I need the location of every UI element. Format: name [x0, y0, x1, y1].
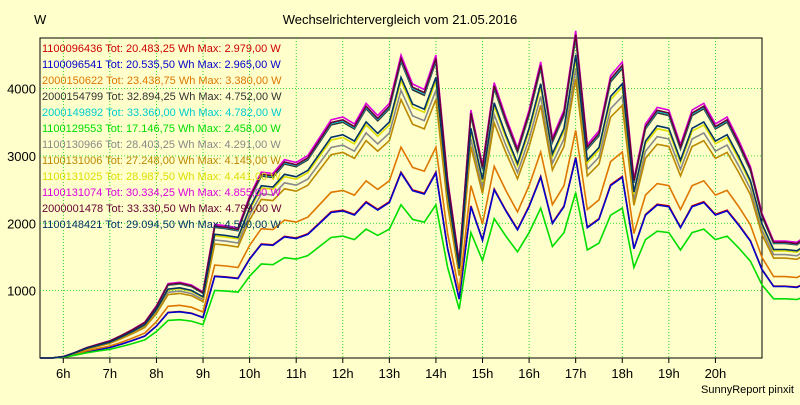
x-tick-label: 20h — [705, 366, 727, 381]
legend: 1100096436 Tot: 20.483,25 Wh Max: 2.979,… — [42, 43, 282, 231]
series-line-11 — [40, 34, 800, 359]
legend-entry: 1100148421 Tot: 29.094,50 Wh Max: 4.500,… — [42, 219, 281, 231]
legend-entry: 1100096436 Tot: 20.483,25 Wh Max: 2.979,… — [42, 43, 281, 55]
legend-entry: 1100131025 Tot: 28.987,50 Wh Max: 4.441,… — [42, 171, 281, 183]
legend-entry: 1100131006 Tot: 27.248,00 Wh Max: 4.145,… — [42, 155, 281, 167]
series-line-10 — [40, 30, 800, 359]
series-line-3 — [40, 130, 800, 359]
x-tick-label: 13h — [379, 366, 401, 381]
axes: 6h 7h 8h 9h 10h 11h 12h 13h 14h 15h 16h 17h 18h 19h 20… — [7, 82, 726, 381]
x-tick-label: 12h — [332, 366, 354, 381]
x-tick-label: 16h — [518, 366, 540, 381]
x-tick-label: 10h — [239, 366, 261, 381]
y-tick-label: 1000 — [7, 284, 36, 299]
series-line-6 — [40, 192, 800, 359]
x-tick-label: 18h — [611, 366, 633, 381]
x-tick-label: 7h — [103, 366, 117, 381]
series-line-7 — [40, 68, 800, 359]
chart-title: Wechselrichtervergleich vom 21.05.2016 — [283, 12, 518, 27]
legend-entry: 1100096541 Tot: 20.535,50 Wh Max: 2.965,… — [42, 59, 281, 71]
series-line-2 — [40, 158, 800, 359]
y-tick-label: 3000 — [7, 149, 36, 164]
x-tick-label: 17h — [565, 366, 587, 381]
legend-entry: 1100130966 Tot: 28.403,25 Wh Max: 4.291,… — [42, 139, 281, 151]
y-axis-label: W — [34, 12, 47, 27]
footer-credit: SunnyReport pinxit — [701, 384, 794, 396]
x-tick-label: 14h — [425, 366, 447, 381]
x-tick-label: 8h — [149, 366, 163, 381]
x-tick-label: 9h — [196, 366, 210, 381]
x-tick-label: 11h — [286, 366, 307, 381]
legend-entry: 2000150622 Tot: 23.438,75 Wh Max: 3.380,… — [42, 75, 282, 87]
x-tick-label: 6h — [56, 366, 70, 381]
x-tick-label: 19h — [658, 366, 680, 381]
y-tick-label: 4000 — [7, 82, 36, 97]
x-tick-label: 15h — [472, 366, 494, 381]
legend-entry: 1100131074 Tot: 30.334,25 Wh Max: 4.855,… — [42, 187, 281, 199]
series-line-12 — [40, 54, 800, 359]
legend-entry: 2000154799 Tot: 32.894,25 Wh Max: 4.752,… — [42, 91, 282, 103]
legend-entry: 2000001478 Tot: 33.330,50 Wh Max: 4.799,… — [42, 203, 282, 215]
legend-entry: 1100129553 Tot: 17.146,75 Wh Max: 2.458,… — [42, 123, 281, 135]
series-lines — [40, 30, 800, 359]
y-tick-label: 2000 — [7, 216, 36, 231]
series-line-8 — [40, 78, 800, 359]
legend-entry: 2000149892 Tot: 33.360,00 Wh Max: 4.782,… — [42, 107, 282, 119]
